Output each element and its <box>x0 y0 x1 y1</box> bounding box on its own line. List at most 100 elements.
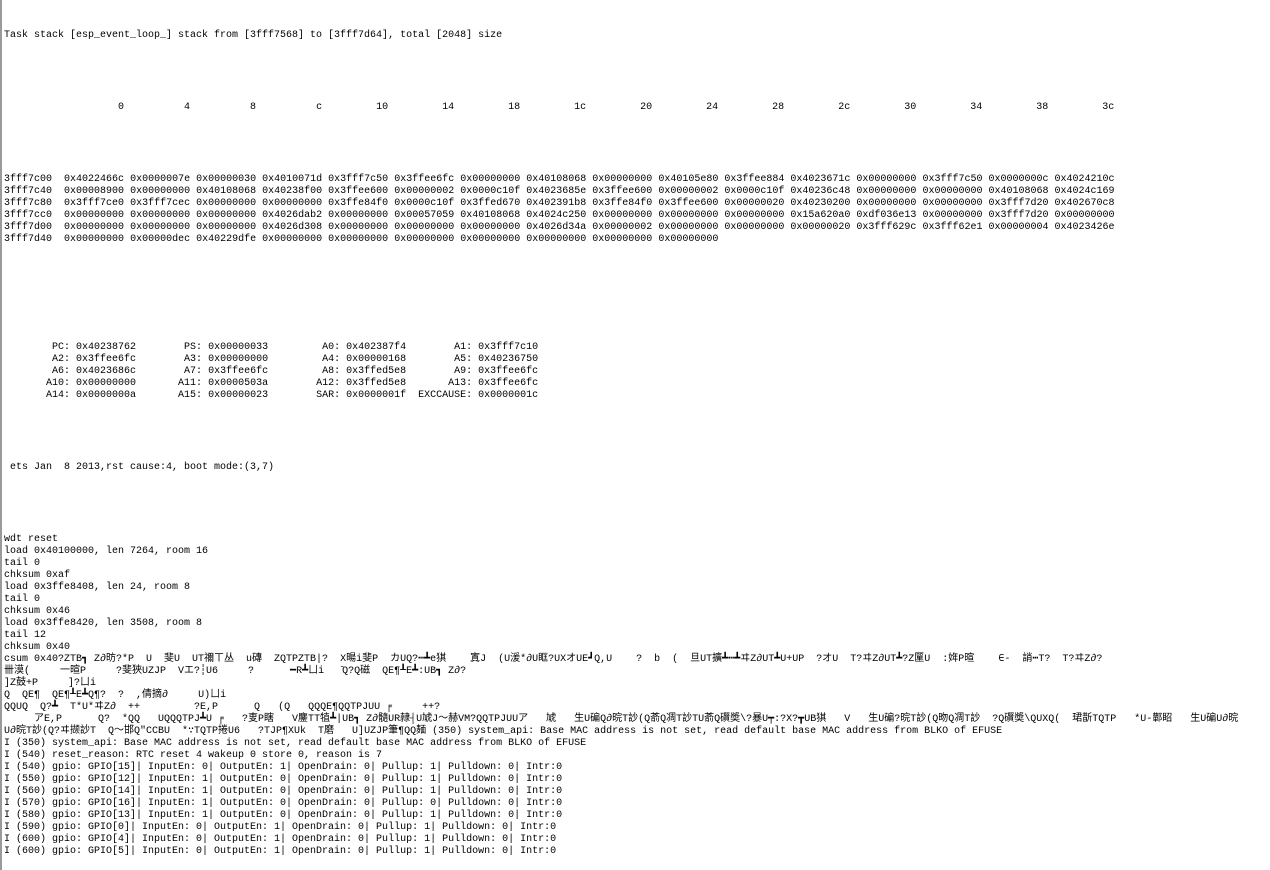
boot-line: ets Jan 8 2013,rst cause:4, boot mode:(3… <box>4 462 275 473</box>
dump-cell: 0x4026dab2 <box>262 210 323 221</box>
dump-row-address: 3fff7d40 <box>4 234 53 245</box>
log-line: csum 0x40?ZTB┓ Z∂昉?*P U 斐U UT禰ㄒ丛 u磚 ZQTP… <box>4 654 1103 665</box>
dump-cell: 0x00000000 <box>196 210 257 221</box>
dump-column-label: 38 <box>982 102 1049 113</box>
dump-cell: 0x3fff62e1 <box>922 222 983 233</box>
register-row: A2: 0x3ffee6fc A3: 0x00000000 A4: 0x0000… <box>4 354 1270 366</box>
dump-column-label: 30 <box>850 102 917 113</box>
dump-cell: 0x00000000 <box>724 222 785 233</box>
dump-cell: 0x3ffe84f0 <box>328 198 389 209</box>
dump-cell: 0x00000000 <box>328 222 389 233</box>
dump-cell: 0x402391b8 <box>526 198 587 209</box>
log-line: chksum 0x46 <box>4 606 71 617</box>
boot-log: wdt reset load 0x40100000, len 7264, room… <box>4 534 1270 858</box>
log-line: ]Z鼓+P ]?ㄩi <box>4 678 97 689</box>
dump-cell: 0x00000000 <box>526 234 587 245</box>
register-dump: PC: 0x40238762 PS: 0x00000033 A0: 0x4023… <box>4 342 1270 402</box>
dump-cell: 0x4022466c <box>64 174 125 185</box>
register-value: 0x00000000 <box>208 354 269 365</box>
dump-row-address: 3fff7cc0 <box>4 210 53 221</box>
dump-row-address: 3fff7c80 <box>4 198 53 209</box>
dump-cell: 0x00000000 <box>64 222 125 233</box>
dump-column-label: 4 <box>124 102 191 113</box>
register-name: A13: <box>406 378 473 389</box>
register-value: 0x3ffed5e8 <box>346 378 407 389</box>
dump-cell: 0x40108068 <box>196 186 257 197</box>
dump-cell: 0x40229dfe <box>196 234 257 245</box>
register-name: A0: <box>268 342 341 353</box>
dump-cell: 0x4023671c <box>790 174 851 185</box>
log-line: Q QE¶ QE¶┸E┻Q¶? ? ,倩摘∂ U)ㄩi <box>4 690 227 701</box>
blank-line <box>4 306 1270 318</box>
log-line: load 0x3ffe8420, len 3508, room 8 <box>4 618 203 629</box>
register-value: 0x00000000 <box>76 378 137 389</box>
dump-cell: 0xdf036e13 <box>856 210 917 221</box>
dump-column-header: 0 4 8 c 10 14 18 1c 20 24 28 2c 30 34 38… <box>4 102 1270 114</box>
register-row: A10: 0x00000000 A11: 0x0000503a A12: 0x3… <box>4 378 1270 390</box>
register-row: A14: 0x0000000a A15: 0x00000023 SAR: 0x0… <box>4 390 1270 402</box>
register-name: A4: <box>268 354 341 365</box>
register-value: 0x00000168 <box>346 354 407 365</box>
dump-cell: 0x00000020 <box>790 222 851 233</box>
dump-cell: 0x00000000 <box>196 198 257 209</box>
dump-cell: 0x00000000 <box>1054 210 1115 221</box>
register-name: PS: <box>136 342 203 353</box>
dump-cell: 0x00000000 <box>856 186 917 197</box>
dump-cell: 0x0000c10f <box>724 186 785 197</box>
dump-cell: 0x00000000 <box>460 234 521 245</box>
dump-cell: 0x4023426e <box>1054 222 1115 233</box>
dump-cell: 0x00000000 <box>460 222 521 233</box>
register-name: A1: <box>406 342 473 353</box>
dump-cell: 0x00000000 <box>130 186 191 197</box>
register-name: EXCCAUSE: <box>406 390 473 401</box>
dump-row: 3fff7c00 0x4022466c 0x0000007e 0x0000003… <box>4 174 1270 186</box>
log-line: U∂晥T訬(Q?ヰ撷訬T Q～邯Q″CCBU *∵TQTP捲U6 ?TJP¶XU… <box>4 726 1003 737</box>
dump-cell: 0x40105e80 <box>658 174 719 185</box>
register-value: 0x00000033 <box>208 342 269 353</box>
register-value: 0x0000001f <box>346 390 407 401</box>
log-line: I (600) gpio: GPIO[5]| InputEn: 0| Outpu… <box>4 846 557 857</box>
dump-cell: 0x3ffed670 <box>460 198 521 209</box>
dump-row-address: 3fff7c00 <box>4 174 53 185</box>
dump-cell: 0x3ffee6fc <box>394 174 455 185</box>
register-value: 0x3ffee6fc <box>478 378 539 389</box>
log-line: tail 0 <box>4 558 41 569</box>
dump-cell: 0x3fff7cec <box>130 198 191 209</box>
dump-cell: 0x0000000c <box>988 174 1049 185</box>
log-line: load 0x3ffe8408, len 24, room 8 <box>4 582 191 593</box>
dump-cell: 0x4023685e <box>526 186 587 197</box>
register-value: 0x40238762 <box>76 342 137 353</box>
dump-cell: 0x4026d34a <box>526 222 587 233</box>
register-name: SAR: <box>268 390 341 401</box>
dump-cell: 0x00000000 <box>922 186 983 197</box>
dump-cell: 0x00000000 <box>592 174 653 185</box>
register-value: 0x00000023 <box>208 390 269 401</box>
register-value: 0x3ffee6fc <box>76 354 137 365</box>
dump-column-label: 2c <box>784 102 851 113</box>
dump-column-label: 10 <box>322 102 389 113</box>
dump-column-label: 24 <box>652 102 719 113</box>
dump-row: 3fff7c80 0x3fff7ce0 0x3fff7cec 0x0000000… <box>4 198 1270 210</box>
dump-cell: 0x00000000 <box>130 210 191 221</box>
dump-cell: 0x00000000 <box>856 198 917 209</box>
dump-cell: 0x00000020 <box>724 198 785 209</box>
blank-line <box>4 66 1270 78</box>
dump-cell: 0x00000000 <box>922 198 983 209</box>
log-line: I (590) gpio: GPIO[0]| InputEn: 0| Outpu… <box>4 822 557 833</box>
register-name: A8: <box>268 366 341 377</box>
dump-cell: 0x4024c169 <box>1054 186 1115 197</box>
task-stack-header: Task stack [esp_event_loop_] stack from … <box>4 30 503 41</box>
dump-cell: 0x00000dec <box>130 234 191 245</box>
register-name: A15: <box>136 390 203 401</box>
dump-cell: 0x00000000 <box>592 210 653 221</box>
dump-cell: 0x3fff629c <box>856 222 917 233</box>
log-line: tail 0 <box>4 594 41 605</box>
log-line: QQUQ Q?┻ T*U*ヰZ∂ ++ ?E,P Q (Q QQQE¶QQTPJ… <box>4 702 441 713</box>
dump-cell: 0x0000c10f <box>394 198 455 209</box>
dump-cell: 0x00000000 <box>658 210 719 221</box>
register-value: 0x3ffee6fc <box>208 366 269 377</box>
blank-line <box>4 426 1270 438</box>
dump-column-label: 0 <box>58 102 125 113</box>
dump-column-label: 34 <box>916 102 983 113</box>
